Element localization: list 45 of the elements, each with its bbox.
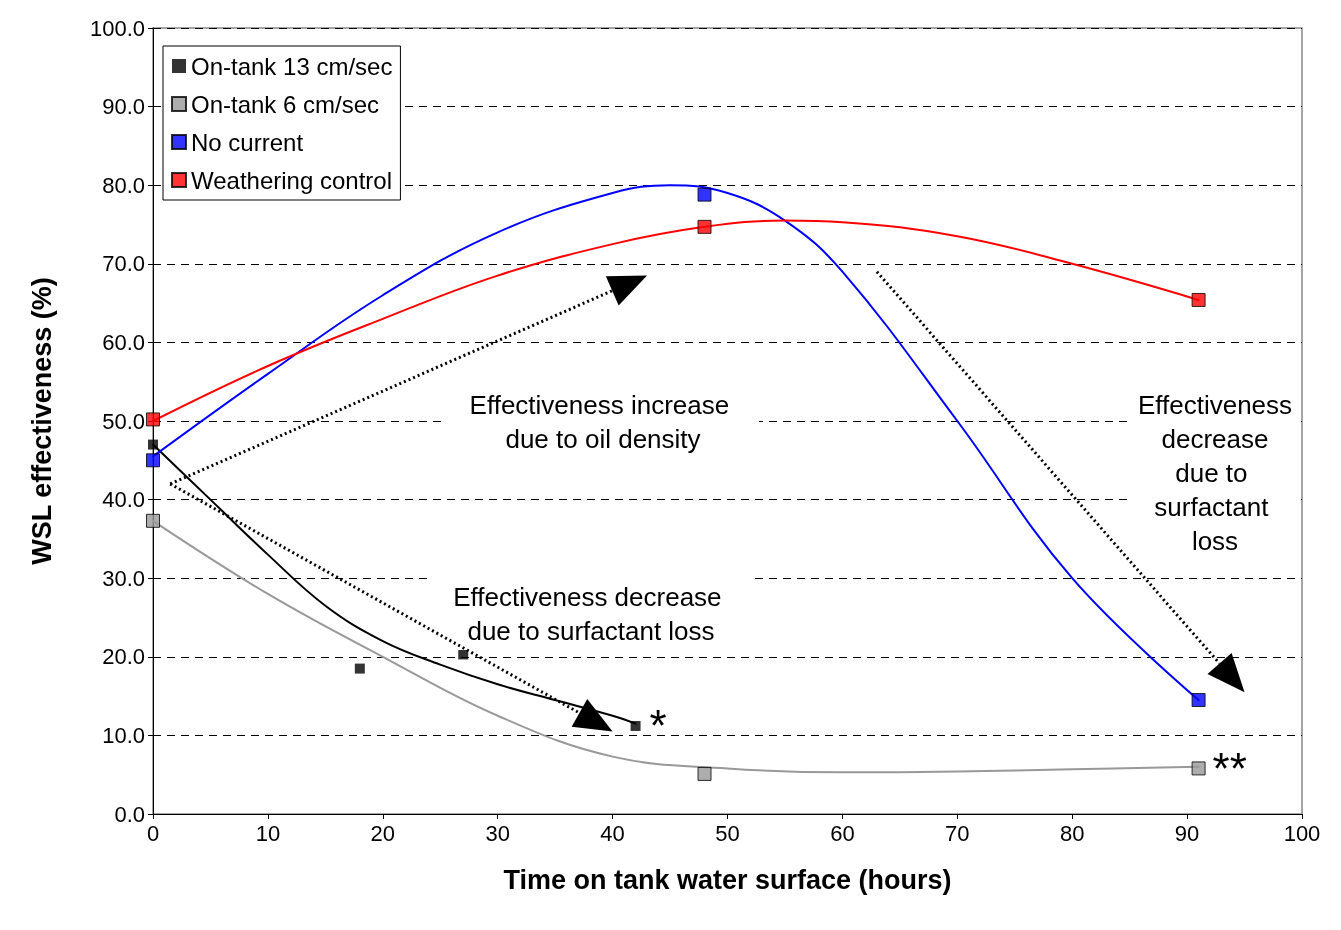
x-tick-label: 30 [485, 820, 510, 846]
point [697, 187, 712, 202]
x-axis-title: Time on tank water surface (hours) [503, 864, 952, 895]
annotation: * [649, 701, 667, 751]
point [146, 453, 160, 468]
legend-label: On-tank 6 cm/sec [191, 90, 380, 118]
point [630, 720, 641, 731]
point [1191, 761, 1206, 776]
x-tick-label: 50 [715, 820, 740, 846]
legend-label: No current [191, 128, 304, 156]
y-tick-label: 60.0 [102, 329, 145, 355]
y-tick-label: 30.0 [102, 565, 145, 591]
annotation: Effectiveness decrease due to surfactant loss [453, 582, 729, 646]
point [697, 766, 712, 781]
point [1191, 292, 1206, 307]
legend-label: On-tank 13 cm/sec [191, 52, 393, 80]
x-tick-label: 60 [830, 820, 855, 846]
point [148, 439, 158, 450]
legend-label: Weathering control [191, 166, 392, 194]
y-axis-title: WSL effectiveness (%) [26, 277, 57, 565]
x-tick-label: 40 [600, 820, 625, 846]
annotation: Effectiveness increase due to oil density [469, 390, 737, 454]
y-tick-label: 100.0 [89, 15, 145, 41]
y-tick-label: 40.0 [102, 487, 145, 513]
annotation: Effectiveness decrease due to surfactant loss [1137, 390, 1293, 556]
y-tick-label: 50.0 [102, 408, 145, 434]
point [146, 513, 160, 528]
x-tick-label: 10 [255, 820, 281, 846]
x-tick-label: 100 [1283, 820, 1321, 846]
x-tick-label: 20 [370, 820, 396, 846]
x-tick-label: 80 [1059, 820, 1085, 846]
point [146, 412, 160, 427]
x-tick-label: 70 [945, 820, 970, 846]
point [697, 219, 712, 234]
point [354, 663, 365, 674]
annotation: ** [1212, 743, 1247, 793]
y-tick-label: 90.0 [102, 94, 145, 120]
y-tick-label: 80.0 [102, 172, 145, 198]
x-tick-label: 90 [1174, 820, 1200, 846]
y-tick-label: 20.0 [102, 644, 145, 670]
x-tick-label: 0 [146, 820, 160, 846]
point [1191, 693, 1206, 708]
y-tick-label: 0.0 [114, 801, 145, 827]
y-tick-label: 10.0 [102, 722, 145, 748]
y-tick-label: 70.0 [102, 251, 145, 277]
